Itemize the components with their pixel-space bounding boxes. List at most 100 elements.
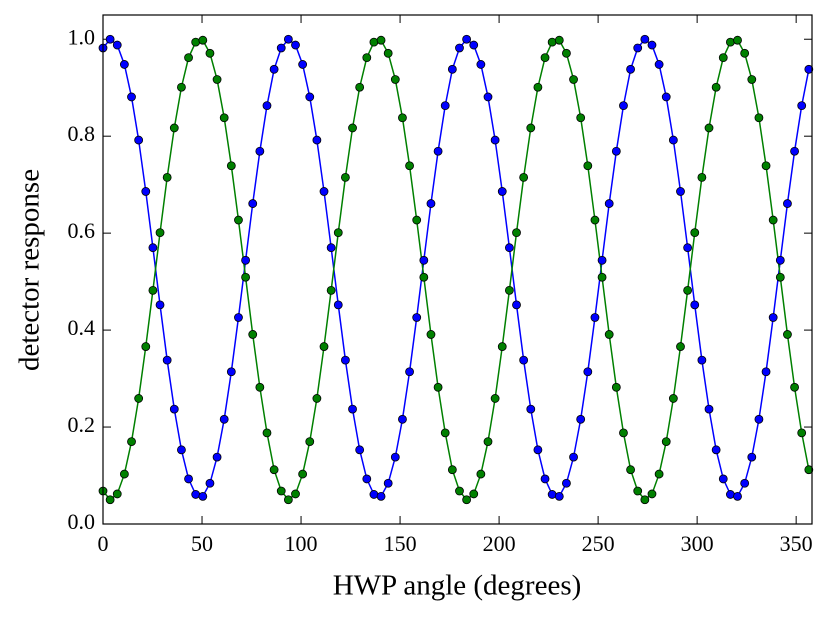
data-point — [169, 404, 179, 414]
data-point — [119, 60, 129, 69]
data-point — [783, 330, 792, 339]
data-point — [447, 465, 457, 475]
y-tick-label: 0.0 — [68, 509, 96, 534]
data-point — [804, 465, 814, 475]
data-point — [148, 285, 158, 295]
data-point — [711, 445, 721, 455]
data-point — [504, 243, 514, 253]
data-point — [619, 428, 628, 438]
data-point — [554, 491, 564, 501]
data-point — [226, 367, 236, 377]
data-point — [583, 161, 593, 171]
data-point — [562, 478, 571, 488]
data-point — [668, 394, 678, 403]
data-point — [690, 300, 700, 310]
data-point — [398, 113, 407, 123]
data-point — [141, 187, 151, 196]
data-point — [604, 330, 614, 339]
data-point — [704, 404, 714, 414]
data-point — [241, 255, 250, 265]
data-point — [341, 172, 350, 182]
data-point — [326, 285, 336, 295]
data-point — [162, 172, 172, 182]
data-point — [483, 437, 493, 446]
data-point — [683, 243, 693, 253]
data-point — [226, 161, 236, 171]
data-point — [633, 43, 643, 53]
data-point — [740, 478, 750, 488]
x-tick-label: 50 — [191, 531, 213, 556]
data-point — [376, 491, 386, 501]
data-point — [191, 490, 201, 499]
data-point — [276, 43, 286, 53]
data-point — [184, 474, 193, 484]
data-point — [219, 414, 229, 424]
data-point — [697, 172, 707, 182]
data-point — [640, 34, 650, 44]
data-point — [761, 367, 771, 377]
data-point — [369, 37, 379, 47]
x-tick-label: 300 — [681, 531, 714, 556]
data-point — [440, 101, 450, 111]
data-point — [640, 495, 650, 505]
data-point — [255, 382, 265, 392]
data-point — [219, 113, 229, 123]
data-point — [412, 313, 422, 322]
data-point — [611, 382, 621, 392]
data-point — [797, 101, 807, 111]
data-point — [740, 48, 750, 58]
y-tick-label: 0.2 — [68, 412, 96, 437]
data-point — [633, 486, 643, 496]
data-point — [127, 437, 136, 446]
data-point — [341, 355, 350, 365]
data-point — [497, 342, 507, 351]
data-point — [775, 255, 785, 265]
data-point — [540, 474, 550, 484]
data-point — [105, 34, 115, 44]
x-tick-label: 200 — [483, 531, 516, 556]
data-point — [455, 43, 464, 53]
data-point — [661, 92, 671, 102]
data-point — [305, 92, 315, 102]
data-point — [533, 82, 543, 92]
data-point — [597, 255, 607, 265]
data-point — [398, 414, 407, 424]
data-point — [790, 146, 799, 156]
data-point — [112, 489, 122, 499]
data-point — [783, 199, 792, 208]
data-point — [433, 382, 443, 392]
data-point — [604, 199, 614, 208]
data-point — [804, 64, 814, 74]
data-point — [576, 113, 586, 123]
data-point — [733, 491, 742, 501]
data-point — [119, 469, 129, 479]
data-point — [711, 82, 721, 92]
data-point — [654, 469, 664, 479]
y-tick-label: 1.0 — [68, 24, 96, 49]
data-point — [191, 37, 201, 47]
data-point — [440, 428, 450, 438]
data-point — [148, 243, 158, 253]
data-point — [718, 53, 728, 63]
data-point — [405, 161, 414, 171]
y-axis-label: detector response — [14, 169, 46, 371]
data-point — [305, 437, 315, 446]
data-point — [519, 172, 529, 182]
data-point — [369, 490, 379, 499]
data-point — [298, 60, 308, 69]
data-point — [134, 394, 144, 403]
data-point — [455, 486, 464, 496]
data-point — [312, 135, 322, 145]
data-point — [155, 228, 165, 238]
data-point — [768, 215, 778, 225]
data-point — [269, 465, 279, 475]
data-point — [269, 64, 279, 74]
data-point — [590, 215, 600, 225]
data-point — [611, 146, 621, 156]
data-point — [697, 355, 707, 365]
data-point — [262, 101, 272, 111]
data-point — [519, 355, 529, 365]
data-point — [476, 469, 486, 479]
data-point — [198, 35, 208, 45]
